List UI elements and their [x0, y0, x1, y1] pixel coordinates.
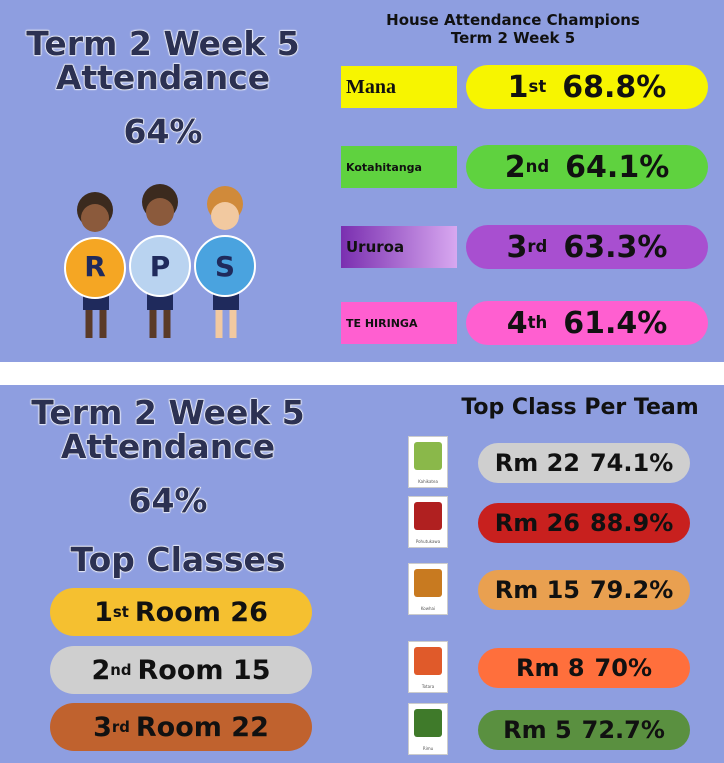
- percent: 79.2%: [589, 576, 674, 604]
- icon-image: [414, 502, 442, 530]
- icon-image: [414, 442, 442, 470]
- panel-classes: Term 2 Week 5 Attendance 64% Top Classes…: [0, 385, 724, 763]
- percent: 63.3%: [563, 229, 668, 265]
- room: Rm 8: [516, 654, 585, 682]
- title: Attendance: [60, 427, 276, 467]
- team-result: Rm 22 74.1%: [478, 443, 690, 483]
- room: Room 26: [134, 596, 268, 628]
- percent: 68.8%: [562, 69, 667, 105]
- icon-image: [414, 569, 442, 597]
- team-result: Rm 8 70%: [478, 648, 690, 688]
- overall: 64%: [128, 481, 208, 521]
- place: 2: [91, 654, 111, 686]
- place: 3: [93, 711, 112, 743]
- team-icon: Totara: [408, 641, 448, 693]
- percent: 74.1%: [589, 449, 674, 477]
- logo-letter: R: [84, 250, 106, 283]
- icon-image: [414, 647, 442, 675]
- icon-label: Pohutukawa: [415, 539, 441, 544]
- team-icon: Rimu: [408, 703, 448, 755]
- place: 3: [506, 229, 528, 265]
- room: Rm 5: [503, 716, 572, 744]
- percent: 88.9%: [589, 509, 674, 537]
- team-icon: Pohutukawa: [408, 496, 448, 548]
- kids-illustration: [64, 184, 256, 338]
- house-name: Ururoa: [341, 226, 457, 268]
- icon-label: Rimu: [422, 746, 434, 751]
- team-icon: Kahikatea: [408, 436, 448, 488]
- team-result: Rm 15 79.2%: [478, 570, 690, 610]
- logo-letter: P: [149, 250, 171, 283]
- room: Rm 15: [494, 576, 580, 604]
- overall: 64%: [123, 112, 203, 152]
- icon-label: Totara: [421, 684, 435, 689]
- team-result: Rm 26 88.9%: [478, 503, 690, 543]
- percent: 61.4%: [563, 305, 668, 341]
- house-name: Mana: [341, 66, 457, 108]
- icon-label: Kowhai: [420, 606, 436, 611]
- icon-image: [414, 709, 442, 737]
- percent: 72.7%: [581, 716, 665, 744]
- percent: 64.1%: [565, 149, 670, 185]
- top-classes-title: Top Classes: [70, 540, 286, 580]
- room: Rm 26: [494, 509, 580, 537]
- champions-title: House Attendance Champions: [386, 11, 640, 29]
- place: 1: [94, 596, 113, 628]
- place: 1: [507, 69, 529, 105]
- team-icon: Kowhai: [408, 563, 448, 615]
- place: 2: [504, 149, 526, 185]
- team-result: Rm 5 72.7%: [478, 710, 690, 750]
- per-team-title: Top Class Per Team: [461, 395, 699, 420]
- room: Room 15: [137, 654, 271, 686]
- title: Attendance: [55, 58, 271, 98]
- house-name: Kotahitanga: [341, 146, 457, 188]
- room: Room 22: [135, 711, 269, 743]
- logo-letter: S: [214, 250, 236, 283]
- champions-subtitle: Term 2 Week 5: [450, 29, 576, 47]
- title: Term 2 Week 5: [26, 24, 301, 64]
- title: Term 2 Week 5: [31, 393, 306, 433]
- panel-house: Term 2 Week 5 Attendance 64% R P S House A…: [0, 0, 724, 362]
- place: 4: [506, 305, 528, 341]
- room: Rm 22: [494, 449, 580, 477]
- house-name: TE HIRINGA: [341, 302, 457, 344]
- percent: 70%: [594, 654, 652, 682]
- icon-label: Kahikatea: [418, 479, 438, 484]
